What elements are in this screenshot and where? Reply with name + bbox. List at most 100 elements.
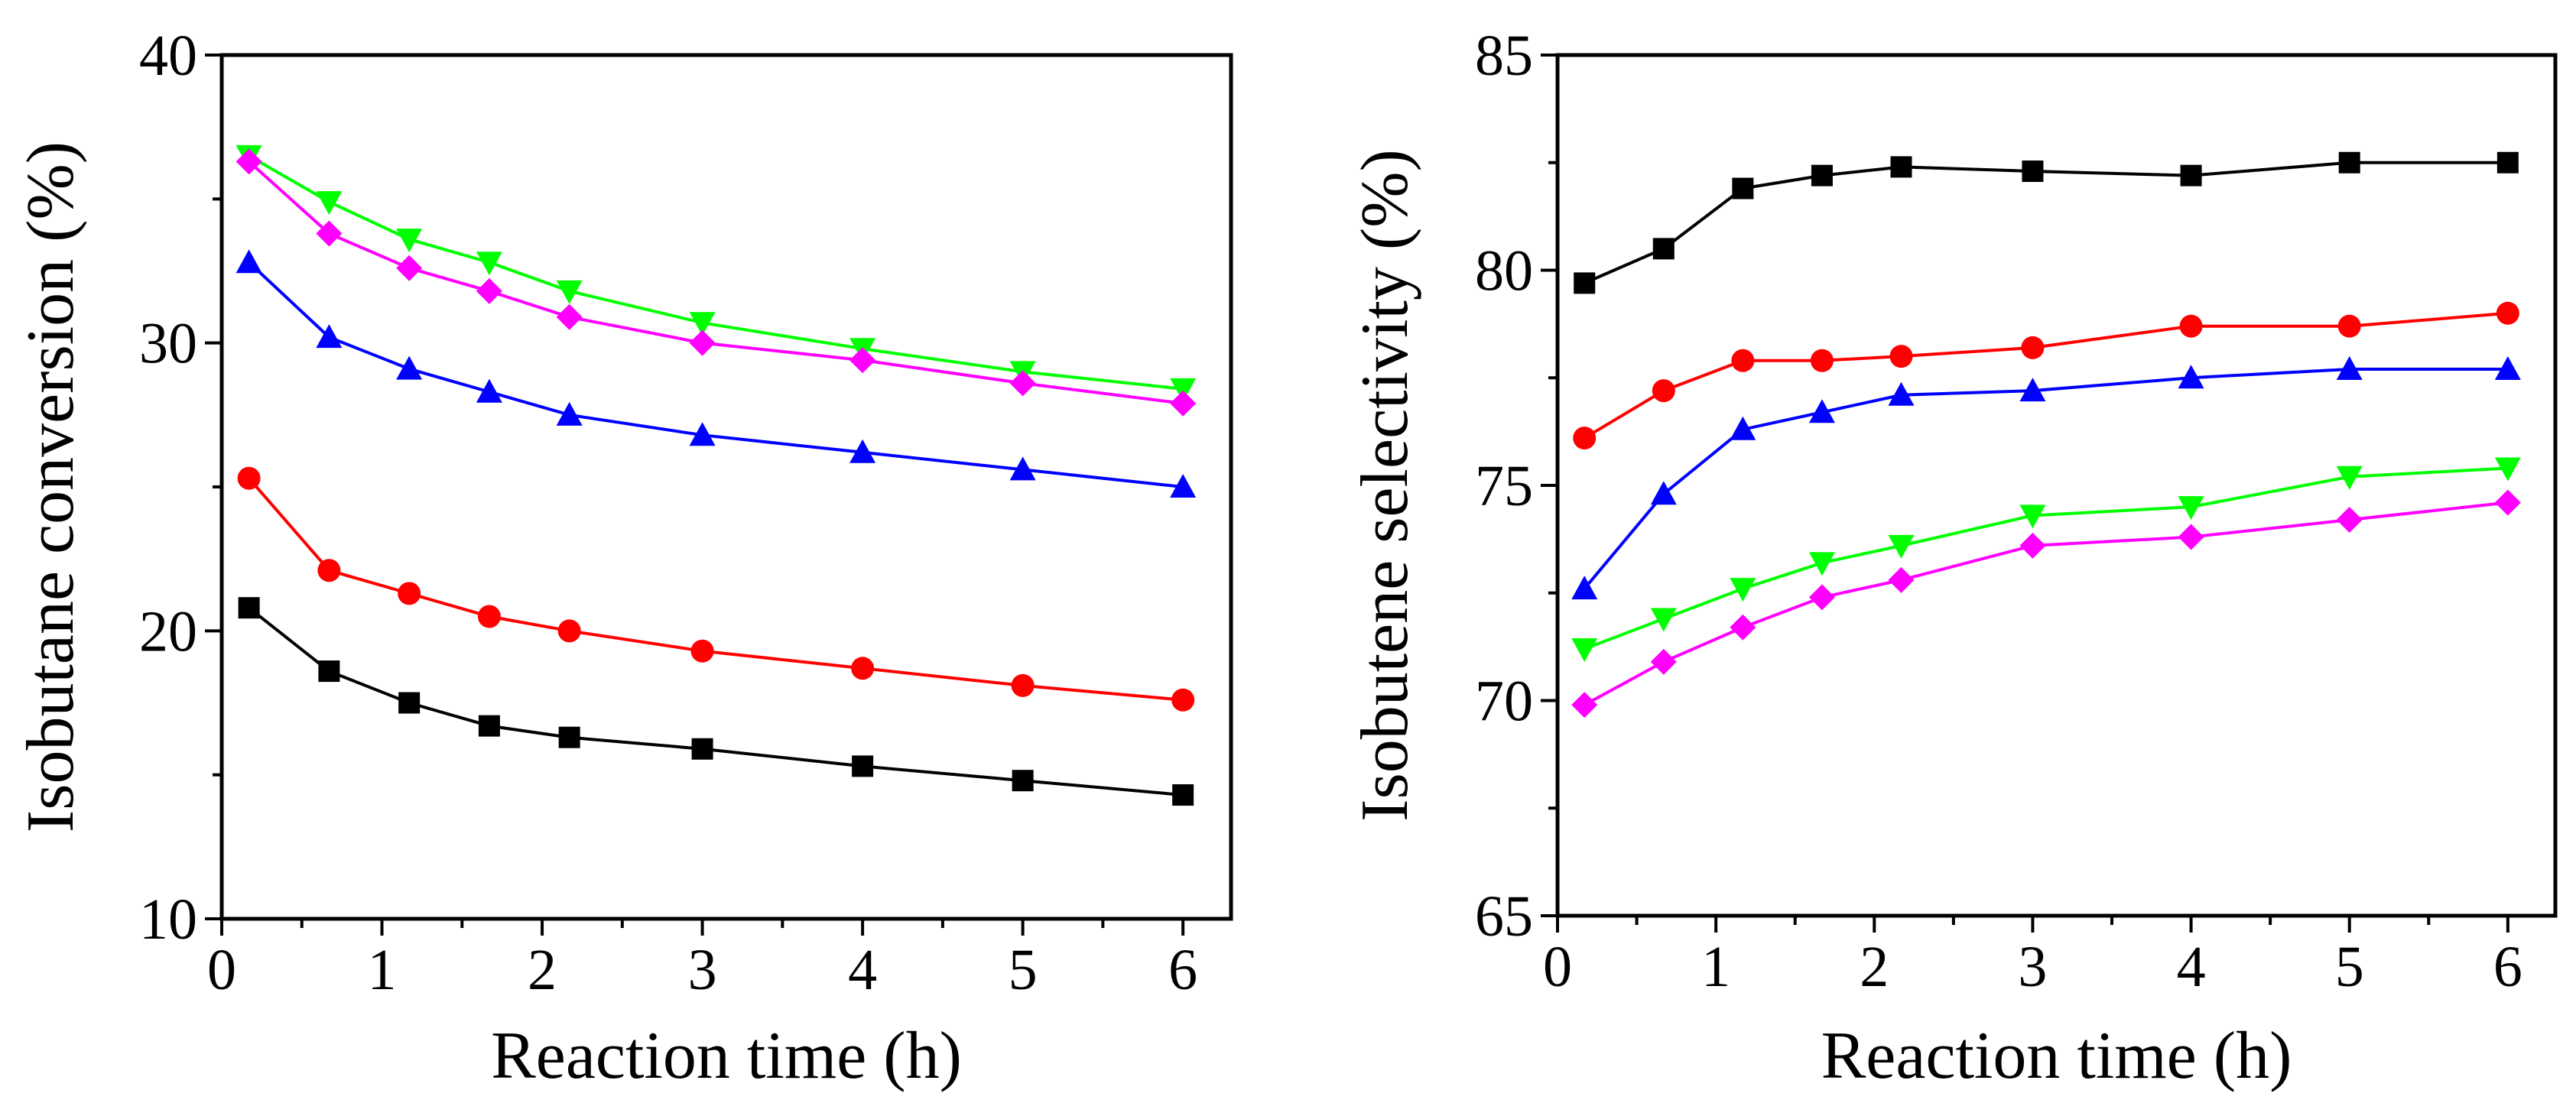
x-axis-label: Reaction time (h) — [1821, 1019, 2292, 1093]
x-tick-label: 2 — [1860, 935, 1889, 999]
series-black-point — [398, 692, 421, 714]
series-blue-point — [1170, 474, 1197, 498]
series-blue-point — [2494, 355, 2521, 380]
series-blue-point — [1571, 576, 1598, 600]
series-magenta-point — [1730, 614, 1756, 641]
series-magenta-point — [316, 220, 343, 247]
series-blue-point — [1888, 381, 1915, 406]
y-tick-label: 40 — [139, 24, 197, 88]
series-red-point — [851, 657, 875, 680]
y-tick-label: 10 — [139, 887, 197, 952]
series-magenta-point — [2178, 524, 2204, 550]
series-green-line — [248, 154, 1184, 391]
series-red-point — [1889, 345, 1913, 368]
series-green-point — [1888, 534, 1915, 559]
series-black-point — [1732, 177, 1754, 200]
series-red-point — [1652, 379, 1675, 403]
x-tick-label: 1 — [368, 938, 397, 1002]
series-red-point — [2496, 301, 2519, 325]
x-tick-label: 6 — [1168, 938, 1197, 1002]
y-tick-label: 75 — [1475, 454, 1533, 518]
series-magenta-point — [2494, 489, 2521, 516]
series-blue-point — [1009, 456, 1036, 481]
series-red-point — [2179, 314, 2203, 338]
series-black — [238, 597, 1194, 806]
selectivity-panel: 0 1 2 3 4 5 6 65 70 75 80 85 Reaction time (h) Isobut… — [1348, 24, 2558, 1093]
series-blue-point — [689, 422, 716, 446]
series-green-point — [1170, 378, 1197, 402]
x-tick-label: 0 — [207, 938, 236, 1002]
series-red-point — [1731, 349, 1755, 372]
series-green — [1571, 457, 2521, 662]
x-tick-label: 2 — [528, 938, 557, 1002]
series-magenta-point — [689, 329, 716, 356]
x-tick-label: 1 — [1701, 935, 1730, 999]
series-green-point — [2494, 457, 2521, 482]
series-red-point — [1011, 673, 1035, 697]
series-black-point — [691, 738, 713, 760]
series-blue — [1571, 355, 2521, 600]
x-tick-label: 4 — [2177, 935, 2206, 999]
series-magenta-point — [1888, 566, 1915, 593]
series-magenta-point — [1170, 390, 1197, 417]
series-green-point — [396, 229, 423, 253]
series-black-point — [1012, 770, 1034, 792]
series-blue-point — [2178, 365, 2204, 389]
series-magenta — [236, 148, 1197, 417]
series-black-point — [318, 660, 340, 683]
series-blue-point — [1808, 399, 1835, 423]
series-magenta-point — [1808, 584, 1835, 611]
series-red-point — [1810, 349, 1834, 372]
series-green-point — [476, 251, 502, 276]
x-tick-label: 5 — [2335, 935, 2364, 999]
series-black-point — [1172, 784, 1194, 806]
series-magenta-point — [1650, 648, 1677, 675]
series-red-point — [237, 466, 261, 490]
series-green-point — [1730, 578, 1756, 602]
series-blue-point — [316, 324, 343, 349]
series-green-point — [689, 312, 716, 336]
series-green-point — [1808, 552, 1835, 576]
series-red-point — [1573, 427, 1597, 450]
series-black-point — [2338, 151, 2360, 174]
series-magenta-line — [248, 160, 1184, 405]
series-black-point — [2022, 161, 2044, 183]
series-blue-point — [1650, 481, 1677, 505]
series-red-point — [2021, 336, 2045, 359]
series-green-point — [2336, 466, 2363, 490]
series-magenta — [1571, 489, 2521, 719]
x-axis-label: Reaction time (h) — [491, 1019, 962, 1093]
x-tick-label: 5 — [1009, 938, 1038, 1002]
x-tick-label: 6 — [2493, 935, 2522, 999]
series-red-point — [398, 582, 421, 605]
series-blue-point — [476, 378, 502, 403]
y-tick-label: 80 — [1475, 239, 1533, 303]
series-red-point — [477, 605, 501, 628]
series-green-point — [2178, 496, 2204, 521]
series-black — [1574, 151, 2519, 294]
series-magenta-line — [1584, 501, 2509, 706]
series-black-point — [852, 755, 874, 777]
series-black-point — [558, 726, 580, 748]
series-blue-point — [849, 439, 876, 463]
conversion-panel: 0 1 2 3 4 5 6 10 20 30 40 Reaction time (h) Isobutan… — [14, 24, 1233, 1093]
series-green-line — [1584, 466, 2508, 650]
series-black-point — [2496, 151, 2519, 174]
series-magenta-point — [236, 148, 262, 175]
series-black-point — [1652, 238, 1675, 260]
series-magenta-point — [556, 303, 583, 330]
series-blue-point — [2019, 378, 2046, 402]
series-red-point — [690, 639, 714, 663]
series-red-point — [2337, 314, 2361, 338]
series-blue-point — [556, 401, 583, 426]
series-magenta-point — [849, 347, 876, 374]
series-red-point — [317, 559, 341, 582]
series-magenta-point — [2019, 532, 2046, 559]
series-blue-point — [2336, 355, 2363, 380]
y-tick-label: 20 — [139, 599, 197, 663]
series-blue — [236, 249, 1197, 498]
x-tick-label: 3 — [688, 938, 717, 1002]
x-tick-label: 4 — [848, 938, 877, 1002]
series-red-point — [1171, 688, 1195, 712]
